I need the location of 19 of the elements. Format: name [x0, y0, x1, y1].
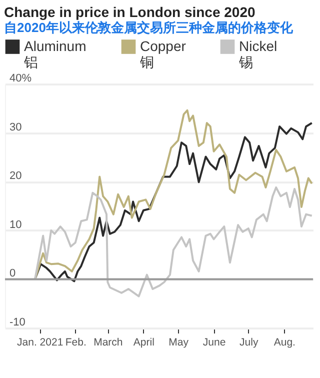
x-tick-label: Aug.	[274, 336, 296, 348]
x-tick-label: April	[133, 336, 154, 348]
x-tick-label: Feb.	[65, 336, 86, 348]
chart-subtitle: 自2020年以来伦敦金属交易所三种金属的价格变化	[4, 20, 294, 35]
y-tick-label: 40%	[10, 72, 32, 84]
x-tick-label: June	[202, 336, 226, 348]
x-tick-label: Jan. 2021	[17, 336, 64, 348]
x-tick-label: March	[94, 336, 123, 348]
y-tick-label: 10	[10, 218, 22, 231]
x-tick-label: July	[240, 336, 259, 348]
chart-title: Change in price in London since 2020	[4, 4, 256, 20]
legend-label: Copper 铜	[139, 38, 186, 70]
legend-label: Nickel 锡	[238, 38, 278, 70]
y-tick-label: 20	[10, 170, 22, 182]
y-tick-label: 30	[10, 121, 22, 134]
legend-label: Aluminum 铝	[23, 38, 86, 70]
x-tick-label: May	[168, 336, 190, 348]
y-tick-label: -10	[10, 316, 26, 328]
y-tick-label: 0	[10, 268, 16, 280]
